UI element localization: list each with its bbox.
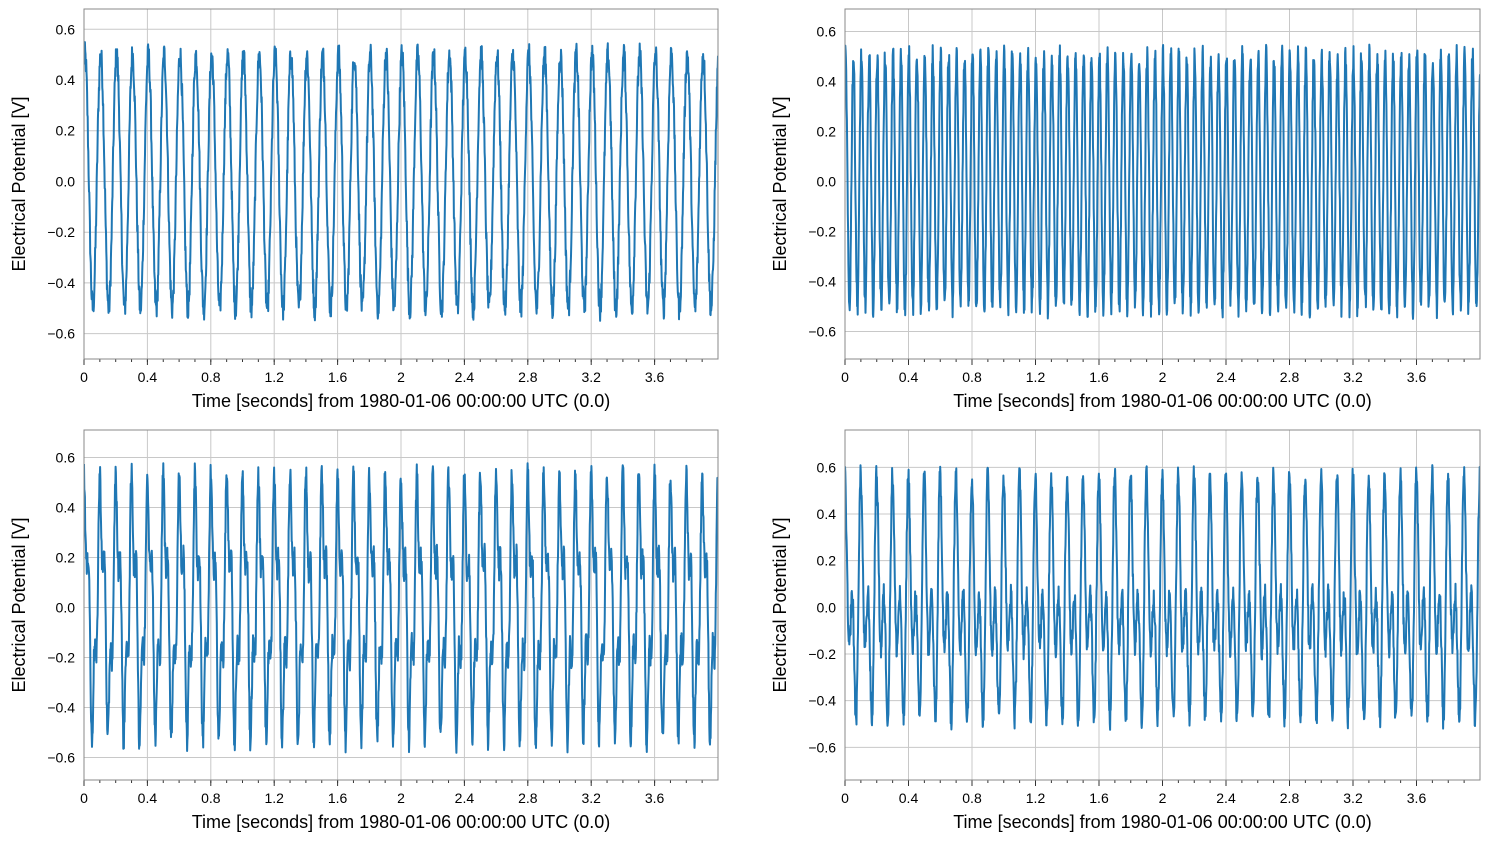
axes-frame xyxy=(83,8,719,360)
x-tick-label: 3.2 xyxy=(581,369,601,385)
x-tick-label: 3.6 xyxy=(1407,369,1427,385)
y-tick-label: 0.2 xyxy=(817,124,837,140)
y-axis-label: Electrical Potential [V] xyxy=(770,96,790,271)
x-tick-label: 3.6 xyxy=(645,369,665,385)
x-tick-label: 0 xyxy=(80,369,88,385)
x-tick-label: 0.4 xyxy=(138,369,158,385)
x-tick-label: 2.8 xyxy=(1280,369,1300,385)
y-tick-label: −0.2 xyxy=(47,650,75,666)
x-tick-label: 1.6 xyxy=(1089,790,1109,806)
y-tick-label: −0.4 xyxy=(47,700,75,716)
y-tick-label: 0.6 xyxy=(817,459,837,475)
x-tick-label: 0 xyxy=(841,790,849,806)
y-tick-label: 0.6 xyxy=(817,24,837,40)
x-tick-label: 2.8 xyxy=(518,369,538,385)
y-tick-label: 0.0 xyxy=(817,174,837,190)
x-axis-label: Time [seconds] from 1980-01-06 00:00:00 … xyxy=(953,812,1372,832)
subplot-3: 0 0.4 0.8 1.2 1.6 2 2.4 2.8 3.2 3.6 −0.6 −0.4 −0.2 0.… xyxy=(9,429,719,832)
y-tick-label: 0.4 xyxy=(56,72,76,88)
y-tick-label: 0.0 xyxy=(817,599,837,615)
y-tick-label: 0.4 xyxy=(817,74,837,90)
y-tick-label: 0.0 xyxy=(56,600,76,616)
y-tick-label: −0.4 xyxy=(808,693,836,709)
x-tick-label: 0.4 xyxy=(899,790,919,806)
x-tick-label: 2.4 xyxy=(455,790,475,806)
x-tick-label: 1.6 xyxy=(1089,369,1109,385)
y-axis-label: Electrical Potential [V] xyxy=(770,517,790,692)
y-tick-label: −0.2 xyxy=(808,646,836,662)
x-tick-label: 3.2 xyxy=(581,790,601,806)
x-tick-label: 2 xyxy=(397,369,405,385)
x-tick-label: 2 xyxy=(1159,369,1167,385)
x-tick-label: 2.8 xyxy=(1280,790,1300,806)
x-tick-label: 0.8 xyxy=(201,790,221,806)
axes-frame xyxy=(844,429,1481,781)
x-tick-label: 2 xyxy=(1159,790,1167,806)
x-tick-label: 1.2 xyxy=(264,790,284,806)
x-tick-label: 2.4 xyxy=(1216,369,1236,385)
series-line xyxy=(845,464,1480,731)
x-axis-label: Time [seconds] from 1980-01-06 00:00:00 … xyxy=(192,812,611,832)
x-tick-label: 1.2 xyxy=(1026,790,1046,806)
y-tick-label: 0.2 xyxy=(56,123,76,139)
y-tick-label: −0.4 xyxy=(47,275,75,291)
y-tick-label: 0.2 xyxy=(817,553,837,569)
x-tick-label: 2.8 xyxy=(518,790,538,806)
axes-frame xyxy=(844,8,1481,360)
y-tick-label: 0.0 xyxy=(56,173,76,189)
y-tick-label: −0.6 xyxy=(808,739,836,755)
x-tick-label: 0 xyxy=(80,790,88,806)
x-tick-label: 0.8 xyxy=(201,369,221,385)
x-tick-label: 1.6 xyxy=(328,790,348,806)
x-tick-label: 1.6 xyxy=(328,369,348,385)
x-tick-label: 2.4 xyxy=(455,369,475,385)
y-tick-label: 0.2 xyxy=(56,550,76,566)
subplot-2: 0 0.4 0.8 1.2 1.6 2 2.4 2.8 3.2 3.6 −0.6 −0.4 −0.2 0.… xyxy=(770,8,1481,411)
series-line xyxy=(84,462,718,754)
x-tick-label: 0.8 xyxy=(962,790,982,806)
x-axis-label: Time [seconds] from 1980-01-06 00:00:00 … xyxy=(192,391,611,411)
x-tick-label: 3.6 xyxy=(1407,790,1427,806)
x-tick-label: 2 xyxy=(397,790,405,806)
x-tick-label: 0.8 xyxy=(962,369,982,385)
y-axis-label: Electrical Potential [V] xyxy=(9,517,29,692)
y-tick-label: 0.6 xyxy=(56,21,76,37)
y-tick-label: −0.6 xyxy=(47,326,75,342)
subplot-1: 0 0.4 0.8 1.2 1.6 2 2.4 2.8 3.2 3.6 −0.6 −0.4 −0.2 0.… xyxy=(9,8,719,411)
x-tick-label: 1.2 xyxy=(264,369,284,385)
series-line xyxy=(845,43,1480,320)
y-tick-label: 0.6 xyxy=(56,450,76,466)
subplot-4: 0 0.4 0.8 1.2 1.6 2 2.4 2.8 3.2 3.6 −0.6 −0.4 −0.2 0.… xyxy=(770,429,1481,832)
y-tick-label: −0.2 xyxy=(47,224,75,240)
x-tick-label: 0 xyxy=(841,369,849,385)
y-tick-label: 0.4 xyxy=(56,500,76,516)
x-tick-label: 2.4 xyxy=(1216,790,1236,806)
x-tick-label: 0.4 xyxy=(899,369,919,385)
axes-frame xyxy=(83,429,719,781)
y-tick-label: −0.6 xyxy=(47,750,75,766)
y-axis-label: Electrical Potential [V] xyxy=(9,96,29,271)
y-tick-label: −0.4 xyxy=(808,274,836,290)
x-tick-label: 3.6 xyxy=(645,790,665,806)
x-axis-label: Time [seconds] from 1980-01-06 00:00:00 … xyxy=(953,391,1372,411)
x-tick-label: 3.2 xyxy=(1343,369,1363,385)
x-tick-label: 3.2 xyxy=(1343,790,1363,806)
y-tick-label: 0.4 xyxy=(817,506,837,522)
y-tick-label: −0.6 xyxy=(808,324,836,340)
y-tick-label: −0.2 xyxy=(808,224,836,240)
series-line xyxy=(84,41,718,322)
x-tick-label: 1.2 xyxy=(1026,369,1046,385)
x-tick-label: 0.4 xyxy=(138,790,158,806)
